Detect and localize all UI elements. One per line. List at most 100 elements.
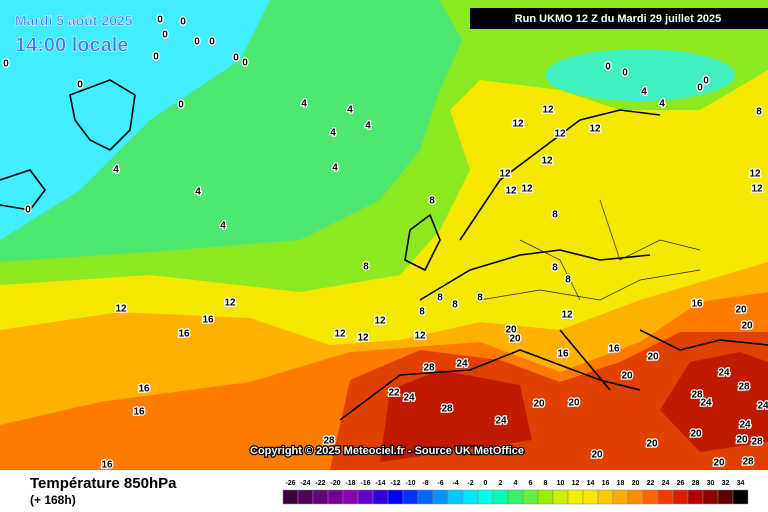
colorbar-cell [717, 489, 734, 505]
coastline [559, 329, 611, 391]
contour-label: 4 [347, 105, 353, 116]
contour-label: 24 [495, 416, 507, 427]
contour-label: 0 [178, 100, 184, 111]
footer-lead: (+ 168h) [30, 493, 76, 507]
contour-label: 8 [565, 275, 571, 286]
colorbar-tick-label: 26 [677, 480, 685, 487]
colorbar-tick-label: 34 [737, 480, 745, 487]
coastline [339, 349, 641, 421]
colorbar-tick-label: 2 [499, 480, 503, 487]
contour-label: 24 [700, 398, 712, 409]
contour-label: 8 [419, 307, 425, 318]
colorbar-cell [597, 489, 614, 505]
colorbar-cell [627, 489, 644, 505]
contour-label: 28 [423, 363, 435, 374]
contour-label: 28 [742, 457, 754, 468]
contour-label: 16 [691, 299, 703, 310]
contour-label: 8 [429, 196, 435, 207]
contour-label: 4 [641, 87, 647, 98]
contour-label: 12 [589, 124, 601, 135]
contour-label: 0 [162, 30, 168, 41]
contour-label: 20 [505, 325, 517, 336]
contour-label: 28 [751, 437, 763, 448]
contour-label: 20 [509, 334, 521, 345]
contour-label: 0 [77, 80, 83, 91]
colorbar-cell [402, 489, 419, 505]
colorbar-tick-label: 8 [544, 480, 548, 487]
colorbar-cell [387, 489, 404, 505]
colorbar-tick-label: 16 [602, 480, 610, 487]
contour-label: 20 [741, 321, 753, 332]
colorbar-cell [312, 489, 329, 505]
colorbar-cell [462, 489, 479, 505]
colorbar-tick-label: 28 [692, 480, 700, 487]
colorbar-cell [282, 489, 299, 505]
contour-label: 24 [739, 420, 751, 431]
contour-label: 24 [403, 393, 415, 404]
contour-label: 4 [365, 121, 371, 132]
contour-label: 20 [690, 429, 702, 440]
colorbar-tick-label: -18 [345, 480, 355, 487]
contour-label: 16 [138, 384, 150, 395]
forecast-time: 14:00 locale [15, 34, 128, 56]
colorbar-cell [447, 489, 464, 505]
colorbar-tick-label: 10 [557, 480, 565, 487]
colorbar-tick-label: -10 [405, 480, 415, 487]
run-box [470, 8, 768, 29]
contour-label: 8 [756, 107, 762, 118]
colorbar-tick-label: -24 [300, 480, 310, 487]
contour-label: 12 [414, 331, 426, 342]
contour-label: 4 [332, 163, 338, 174]
contour-label: 4 [113, 165, 119, 176]
contour-label: 12 [751, 184, 763, 195]
colorbar-cell [672, 489, 689, 505]
contour-label: 24 [757, 401, 768, 412]
coastline [459, 109, 661, 241]
colorbar-cell [372, 489, 389, 505]
contour-label: 16 [178, 329, 190, 340]
contour-label: 16 [608, 344, 620, 355]
colorbar-tick-label: 4 [514, 480, 518, 487]
contour-label: 0 [622, 68, 628, 79]
colorbar-tick-label: 32 [722, 480, 730, 487]
contour-label: 16 [133, 407, 145, 418]
contour-label: 4 [220, 221, 226, 232]
temp-zone [0, 0, 270, 240]
contour-label: 24 [718, 368, 730, 379]
colorbar-cell [297, 489, 314, 505]
contour-label: 12 [357, 333, 369, 344]
colorbar-cell [327, 489, 344, 505]
contour-label: 0 [233, 53, 239, 64]
colorbar-cell [507, 489, 524, 505]
contour-label: 20 [713, 458, 725, 469]
colorbar-tick-label: -2 [467, 480, 473, 487]
colorbar-tick-label: 12 [572, 480, 580, 487]
colorbar-cell [417, 489, 434, 505]
contour-label: 20 [591, 450, 603, 461]
contour-label: 12 [541, 156, 553, 167]
colorbar-tick-label: -8 [422, 480, 428, 487]
colorbar-tick-label: 14 [587, 480, 595, 487]
contour-label: 20 [735, 305, 747, 316]
contour-label: 16 [202, 315, 214, 326]
forecast-date: Mardi 5 août 2025 [15, 13, 133, 29]
contour-label: 0 [703, 76, 709, 87]
contour-label: 8 [437, 293, 443, 304]
temp-zone [545, 49, 735, 101]
contour-label: 4 [330, 128, 336, 139]
colorbar-tick-label: 0 [484, 480, 488, 487]
contour-label: 4 [301, 99, 307, 110]
coastline [639, 329, 768, 351]
colorbar-cell [582, 489, 599, 505]
colorbar-tick-label: -4 [452, 480, 458, 487]
contour-label: 28 [691, 390, 703, 401]
colorbar-tick-label: -16 [360, 480, 370, 487]
temp-zone [380, 370, 532, 462]
contour-label: 22 [388, 388, 400, 399]
footer-title: Température 850hPa [30, 475, 177, 492]
colorbar-tick-label: 30 [707, 480, 715, 487]
colorbar-tick-label: 22 [647, 480, 655, 487]
contour-label: 0 [153, 52, 159, 63]
